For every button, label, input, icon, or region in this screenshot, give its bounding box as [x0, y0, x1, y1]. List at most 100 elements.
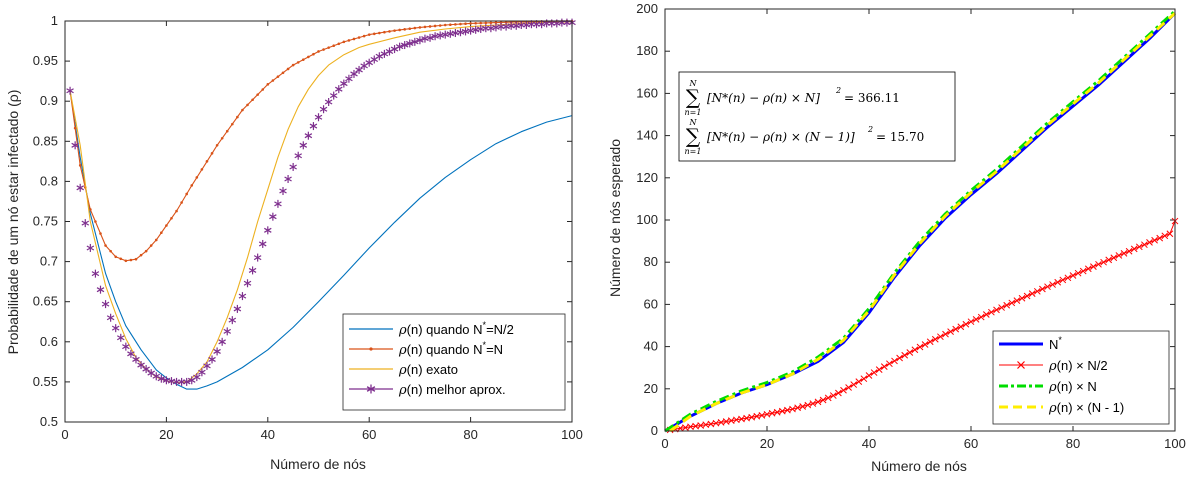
formula-box-frame: [678, 71, 956, 162]
right-series-1-point: [819, 396, 827, 404]
left-series-1-point: [78, 164, 82, 167]
left-series-1-point: [94, 220, 97, 223]
right-series-1-point-stroke: [712, 419, 720, 427]
right-series-1-point-stroke: [937, 333, 944, 341]
right-series-1-point-stroke: [993, 306, 1000, 314]
right-series-1-point: [926, 338, 934, 346]
right-series-1-point-stroke: [1105, 256, 1113, 264]
right-series-1-point-stroke: [875, 366, 883, 373]
left-series-3-point: [411, 37, 419, 46]
left-series-1-point: [459, 22, 462, 26]
left-series-3-point-stroke: [137, 362, 145, 368]
right-series-1-point: [911, 346, 919, 354]
left-series-3-point-stroke: [451, 30, 460, 36]
right-series-1-point-stroke: [748, 413, 756, 421]
left-series-3-point: [238, 292, 247, 301]
right-series-1-point: [845, 384, 852, 391]
left-series-1-point: [175, 209, 178, 213]
formula-box: N ∑ n=1 [N*(n) − ρ(n) × N] 2 = 366.11 N …: [678, 71, 956, 162]
left-series-3-point: [385, 47, 394, 56]
left-series-3-point-stroke: [537, 21, 546, 27]
right-series-1-point: [886, 360, 893, 368]
left-series-3-point-stroke: [106, 315, 115, 321]
right-legend-item: N*: [999, 335, 1062, 352]
right-series-1-point: [962, 320, 970, 328]
right-series-1-point: [993, 306, 1000, 314]
right-series-1-point: [799, 403, 807, 410]
right-series-1-point-stroke: [1141, 241, 1148, 249]
left-series-3-point: [350, 69, 358, 78]
left-y-tick-label: 0.8: [40, 173, 58, 188]
left-series-3-point: [76, 183, 84, 192]
left-series-3-point: [370, 55, 379, 64]
right-series-1-point: [763, 410, 771, 418]
left-series-3-point-stroke: [91, 271, 100, 277]
right-series-1-point: [952, 325, 960, 333]
left-series-3-point: [106, 313, 115, 322]
left-legend-marker-stroke: [366, 386, 376, 392]
right-series-1-point-stroke: [829, 392, 837, 399]
left-series-1-point: [352, 37, 356, 41]
right-series-1-point-stroke: [911, 346, 919, 354]
left-series-3-point: [96, 285, 105, 294]
left-series-3-point-stroke: [309, 123, 318, 129]
right-y-tick-label: 100: [636, 212, 658, 227]
right-series-1-point-stroke: [1018, 294, 1026, 302]
right-legend-label: ρ(n) × (N - 1): [1048, 400, 1124, 416]
left-series-3-point-stroke: [522, 22, 531, 28]
right-series-1-point: [880, 363, 888, 370]
left-legend-box: [342, 313, 566, 411]
left-series-3-point-stroke: [274, 201, 282, 207]
right-series-1-point-stroke: [972, 316, 980, 323]
right-axes-box: [664, 8, 1176, 432]
right-series-1-point: [1130, 245, 1138, 253]
right-series-1-point: [1033, 287, 1041, 295]
right-series-1-point: [1120, 249, 1128, 257]
right-y-tick-label: 60: [644, 296, 658, 311]
left-series-3-point: [253, 253, 262, 262]
left-series-3-point-stroke: [492, 24, 500, 30]
left-series-3-point: [91, 269, 100, 278]
right-series-1-point: [1039, 285, 1046, 293]
left-series-3-point: [395, 42, 404, 51]
left-series-1-point: [104, 244, 107, 247]
right-series-1-point: [809, 400, 817, 407]
right-x-tick-label: 100: [1164, 436, 1186, 451]
right-series-1-point: [1115, 252, 1123, 259]
left-series-3-point-stroke: [289, 164, 297, 170]
right-ticks: 0 20 40 60 80 100 0 20 40 60 80 100 120 140 160 180 200: [636, 1, 1186, 451]
right-series-1-point-stroke: [727, 417, 735, 425]
right-series-1-point-stroke: [901, 351, 909, 359]
left-series-3-point-stroke: [269, 214, 277, 220]
left-series-3-point: [137, 361, 145, 370]
right-series-1-point: [1141, 241, 1148, 249]
sum2-upper: N: [689, 118, 698, 127]
right-series-1-point-stroke: [845, 384, 852, 391]
right-series-1-point-stroke: [784, 406, 791, 414]
right-series-1-point: [814, 398, 822, 406]
left-series-3-point: [329, 91, 338, 100]
right-series-1-point: [957, 323, 965, 331]
left-series-3-point-stroke: [476, 26, 485, 32]
left-series-1-point: [185, 192, 188, 196]
right-series-1-point: [824, 394, 832, 402]
left-series-3-point-stroke: [279, 188, 287, 194]
right-series-1-point-stroke: [942, 330, 949, 338]
right-series-1-point-stroke: [814, 398, 822, 406]
right-y-tick-label: 80: [644, 254, 658, 269]
right-series-1-point-stroke: [998, 304, 1005, 311]
left-series-1-point: [160, 231, 163, 235]
right-series-1-point: [1028, 290, 1036, 297]
left-legend-marker: [369, 347, 373, 351]
left-series-1-point: [327, 46, 330, 49]
left-series-3-point-stroke: [431, 33, 439, 39]
right-series-1-point-stroke: [1013, 297, 1021, 304]
left-series-1-point: [474, 21, 477, 25]
left-series-1-point: [337, 42, 341, 46]
left-y-tick-label: 0.55: [33, 374, 58, 389]
left-series-3-point-stroke: [304, 133, 313, 139]
right-series-1-point-stroke: [682, 424, 689, 431]
left-series-3-point: [248, 266, 257, 275]
left-series-3-point-stroke: [71, 142, 79, 148]
right-series-1-point: [931, 335, 939, 343]
